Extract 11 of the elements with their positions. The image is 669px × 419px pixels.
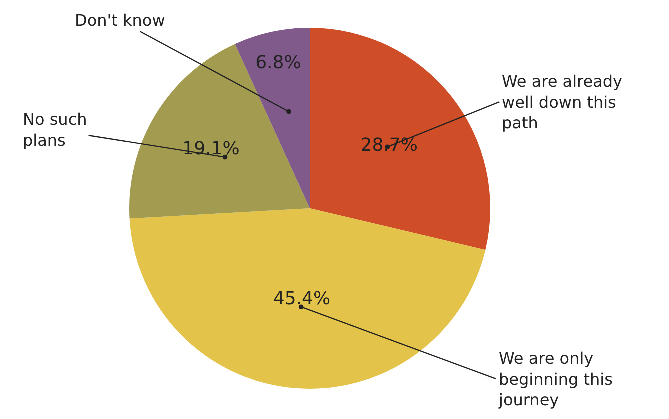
slice-label: No such plans [23, 110, 88, 150]
data-label: 6.8% [256, 52, 302, 74]
slice-label: We are already well down this path [502, 72, 623, 133]
data-label: 45.4% [273, 288, 331, 310]
slice-label: Don't know [75, 11, 166, 30]
pie-slice [130, 44, 310, 219]
slice-label: We are only beginning this journey [498, 349, 613, 410]
data-label: 28.7% [360, 135, 418, 156]
data-label: 19.1% [182, 138, 240, 160]
pie-slice [130, 208, 486, 389]
pie-slice [310, 28, 490, 250]
